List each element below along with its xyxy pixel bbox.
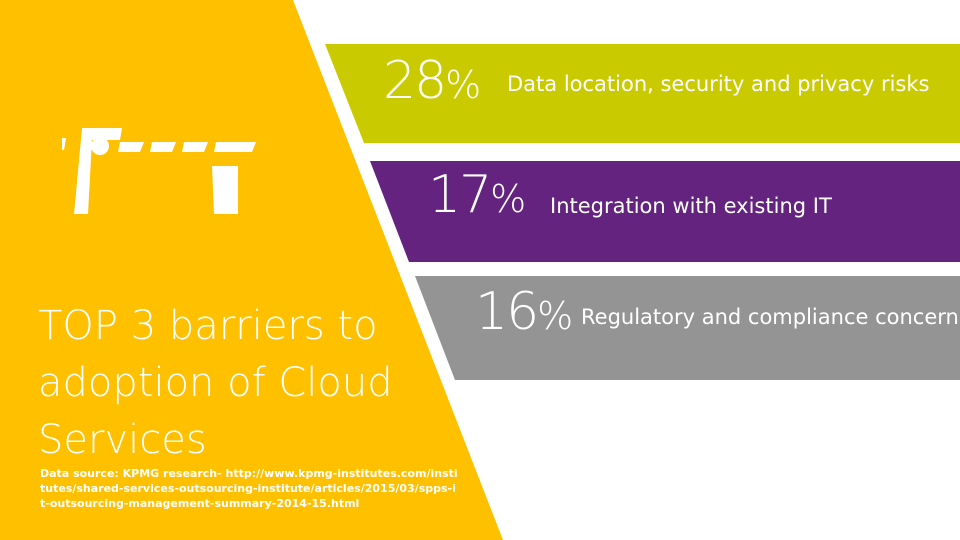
barrier-3-label: Regulatory and compliance concerns (581, 305, 960, 329)
slide-title: TOP 3 barriers to adoption of Cloud Serv… (38, 303, 393, 463)
barrier-band-2 (370, 161, 960, 262)
barrier-band-1 (325, 44, 960, 143)
barrier-1-percent: 28% (383, 55, 481, 107)
barrier-3-percent: 16% (475, 286, 573, 338)
barrier-1-percent-value: 28 (383, 51, 447, 111)
barrier-2-percent: 17% (428, 169, 526, 221)
data-source-note: Data source: KPMG research- http://www.k… (40, 467, 458, 510)
barrier-1-percent-sign: % (445, 63, 481, 107)
kpmg-logo-icon (62, 128, 256, 214)
barrier-band-3 (415, 276, 960, 380)
barrier-2-percent-value: 17 (428, 165, 492, 225)
barrier-2-label: Integration with existing IT (550, 194, 832, 218)
barrier-2-percent-sign: % (490, 177, 526, 221)
barrier-3-percent-sign: % (537, 294, 573, 338)
barrier-1-label: Data location, security and privacy risk… (507, 72, 930, 96)
barrier-3-percent-value: 16 (475, 282, 539, 342)
